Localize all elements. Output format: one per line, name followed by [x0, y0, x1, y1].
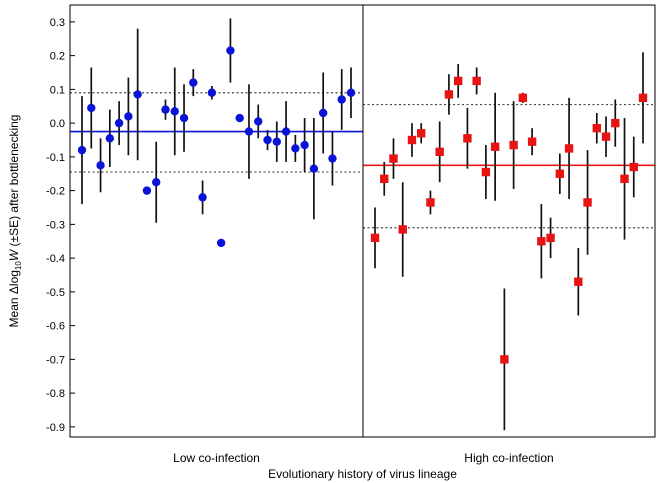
data-point — [328, 154, 337, 163]
y-title-suffix: (±SE) after bottlenecking — [7, 115, 21, 250]
panel-low-co-infection — [70, 18, 363, 248]
data-point — [142, 186, 152, 195]
y-tick-label: -0.1 — [46, 152, 65, 164]
data-point — [124, 112, 133, 121]
data-point — [611, 118, 620, 128]
data-point — [527, 137, 537, 146]
data-point — [463, 134, 472, 143]
data-point — [272, 137, 281, 146]
data-point — [216, 238, 226, 248]
y-tick-label: -0.8 — [46, 388, 65, 400]
x-category-label: Low co-infection — [173, 451, 260, 465]
data-point — [133, 90, 142, 99]
data-point — [398, 225, 407, 234]
y-tick-label: -0.6 — [46, 321, 65, 333]
y-title-variable: W — [7, 248, 21, 261]
data-point — [346, 88, 356, 97]
data-point — [629, 162, 638, 172]
data-point — [592, 123, 601, 133]
data-point — [207, 88, 217, 97]
y-tick-label: -0.2 — [46, 186, 65, 198]
data-point — [638, 93, 648, 103]
data-point — [87, 103, 96, 113]
data-point — [189, 78, 198, 87]
data-point — [244, 127, 254, 136]
data-point — [235, 113, 244, 123]
data-point — [555, 169, 565, 178]
data-point — [490, 142, 500, 151]
data-point — [77, 145, 87, 155]
data-point — [300, 140, 309, 150]
data-point — [601, 132, 611, 141]
data-point — [564, 144, 574, 153]
data-point — [198, 193, 207, 202]
data-point — [105, 134, 115, 143]
y-title-prefix: Mean Δlog — [7, 270, 21, 327]
data-point — [114, 118, 124, 128]
data-point — [389, 154, 398, 163]
y-tick-label: 0.1 — [50, 84, 65, 96]
x-category-label: High co-infection — [464, 451, 553, 465]
data-point — [453, 76, 463, 86]
plot-area — [70, 18, 655, 431]
data-point — [537, 237, 546, 246]
data-point — [426, 198, 435, 207]
data-point — [179, 113, 189, 123]
axes: 0.3 0.2 0.1 0.0 -0.1 -0.2 -0.3 -0.4 -0.5 -0.6 -0.7… — [46, 4, 656, 465]
data-point — [417, 129, 426, 138]
y-tick-label: 0.2 — [50, 51, 65, 63]
data-point — [254, 117, 263, 126]
data-point — [620, 174, 629, 184]
data-point — [574, 277, 583, 286]
y-tick-label: -0.3 — [46, 219, 65, 231]
data-point — [518, 93, 528, 103]
data-point — [318, 108, 328, 118]
y-tick-label: -0.9 — [46, 422, 65, 434]
data-point — [291, 144, 300, 153]
data-point — [481, 167, 491, 177]
data-point — [263, 135, 272, 145]
data-point — [435, 147, 444, 157]
data-point — [337, 95, 346, 104]
data-point — [281, 127, 291, 136]
y-tick-label: -0.7 — [46, 354, 65, 366]
x-axis-title: Evolutionary history of virus lineage — [268, 467, 457, 481]
y-tick-label: 0.3 — [50, 17, 65, 29]
data-point — [583, 198, 592, 207]
data-point — [407, 135, 417, 145]
panel-high-co-infection — [363, 52, 655, 431]
data-point — [546, 233, 555, 243]
data-point — [161, 105, 170, 114]
data-point — [370, 233, 380, 243]
data-point — [509, 140, 518, 150]
data-point — [472, 76, 481, 86]
y-title-subscript: 10 — [14, 261, 23, 270]
data-point — [226, 46, 235, 55]
data-point — [444, 90, 454, 99]
y-tick-label: -0.5 — [46, 287, 65, 299]
y-tick-label: -0.4 — [46, 253, 65, 265]
y-tick-label: 0.0 — [50, 118, 65, 130]
data-point — [309, 164, 319, 173]
data-point — [380, 174, 389, 184]
data-point — [96, 161, 105, 170]
data-point — [500, 355, 509, 364]
y-axis-title: Mean Δlog10W (±SE) after bottlenecking — [7, 115, 23, 328]
data-point — [152, 177, 161, 187]
data-point — [170, 107, 179, 116]
